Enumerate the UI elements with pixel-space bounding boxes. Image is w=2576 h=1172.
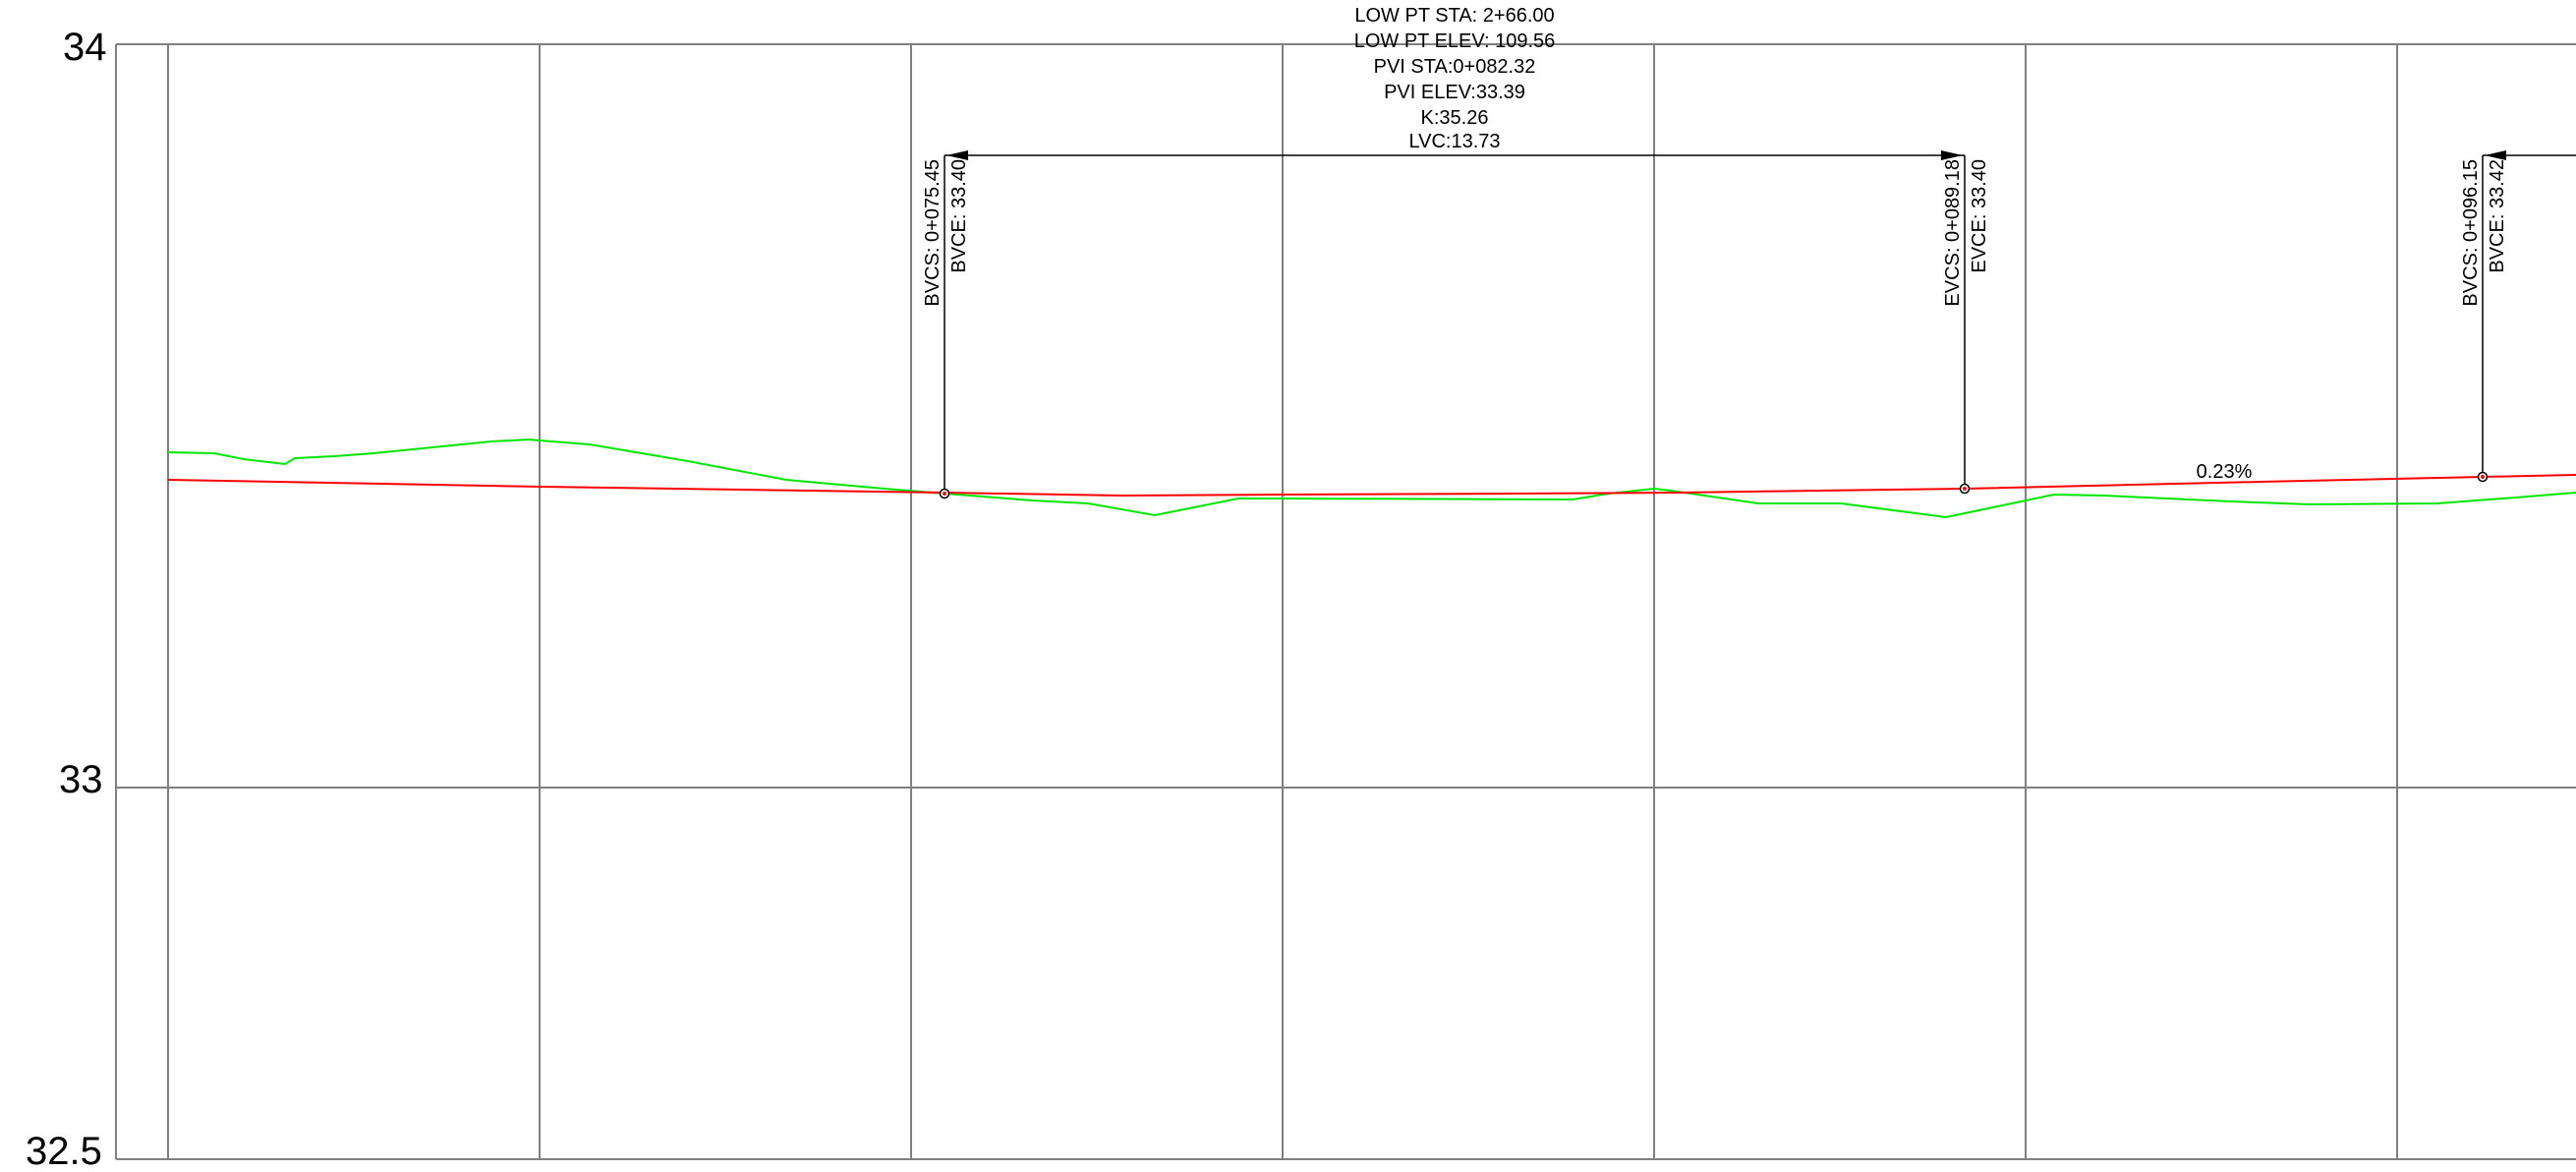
- bvce-label: BVCE: 33.40: [948, 159, 970, 273]
- bvc-marker-2: [2477, 155, 2489, 483]
- y-tick-label: 34: [63, 26, 107, 69]
- evc-labels: EVCS: 0+089.18 EVCE: 33.40: [1942, 159, 1990, 307]
- low-pt-sta-label: LOW PT STA: 2+66.00: [1354, 5, 1554, 27]
- grade-percent-label: 0.23%: [2197, 461, 2253, 483]
- arrow-right-icon: [1941, 150, 1963, 160]
- bvcs-label: BVCS: 0+096.15: [2460, 159, 2482, 307]
- y-tick-label: 33: [59, 758, 103, 801]
- y-tick-label: 32.5: [26, 1130, 102, 1172]
- evc-marker: [1959, 155, 1971, 495]
- pvi-elev-label: PVI ELEV:33.39: [1384, 82, 1525, 103]
- evce-label: EVCE: 33.40: [1969, 159, 1990, 273]
- bvcs-label: BVCS: 0+075.45: [922, 159, 944, 307]
- arrow-left-icon: [946, 150, 968, 160]
- low-point-info-block: LOW PT STA: 2+66.00 LOW PT ELEV: 109.56 …: [1354, 5, 1556, 152]
- design-profile-line: [167, 474, 2576, 498]
- k-value-label: K:35.26: [1421, 107, 1489, 129]
- lvc-label: LVC:13.73: [1408, 131, 1500, 152]
- bvc-labels-2: BVCS: 0+096.15 BVCE: 33.42: [2460, 159, 2508, 307]
- arrow-left-icon: [2485, 150, 2506, 160]
- low-pt-elev-label: LOW PT ELEV: 109.56: [1354, 30, 1556, 52]
- vertical-curve-dimension: [945, 150, 2576, 160]
- evcs-label: EVCS: 0+089.18: [1942, 159, 1964, 307]
- bvce-label: BVCE: 33.42: [2487, 159, 2508, 273]
- profile-grid: [115, 43, 2576, 1160]
- pvi-sta-label: PVI STA:0+082.32: [1374, 56, 1536, 78]
- bvc-marker: [939, 155, 950, 499]
- bvc-labels: BVCS: 0+075.45 BVCE: 33.40: [922, 159, 970, 307]
- existing-ground-line: [167, 438, 2576, 519]
